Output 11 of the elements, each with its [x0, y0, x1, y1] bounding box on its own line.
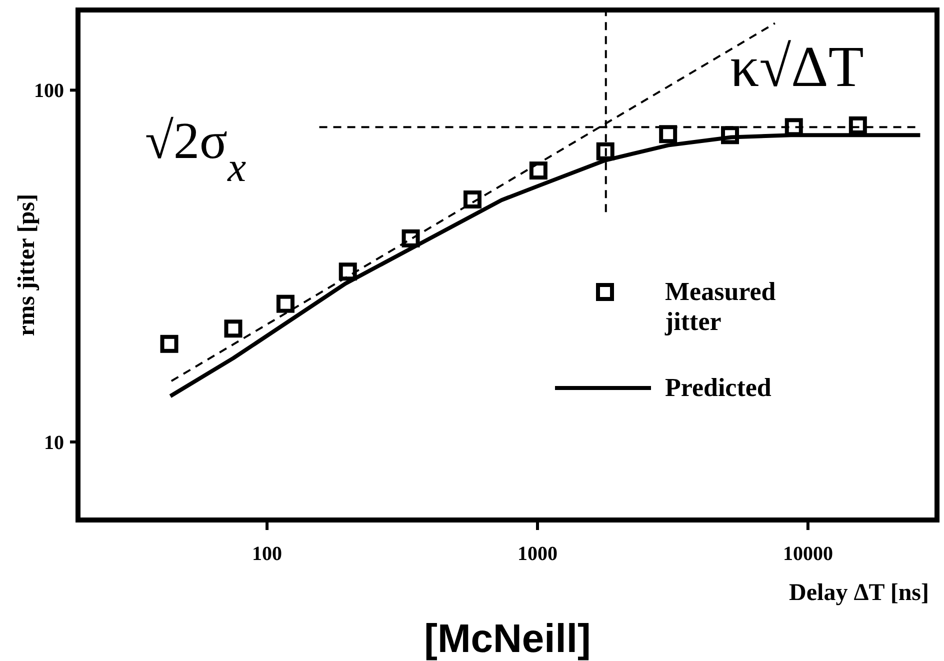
- x-tick-label: 100: [252, 543, 282, 565]
- x-tick-label: 10000: [782, 543, 833, 565]
- legend-label: Predicted: [665, 373, 772, 402]
- y-axis-title: rms jitter [ps]: [14, 194, 40, 336]
- annotation: κ√ΔT: [730, 34, 864, 99]
- x-tick-label: 1000: [518, 543, 558, 565]
- x-axis-title: Delay ΔT [ns]: [789, 580, 929, 606]
- legend-label: Measured jitter: [664, 277, 776, 336]
- y-tick-label: 10: [44, 432, 64, 454]
- annotation: √2σ$_{x}$: [145, 113, 247, 190]
- text: [McNeill]: [424, 617, 591, 661]
